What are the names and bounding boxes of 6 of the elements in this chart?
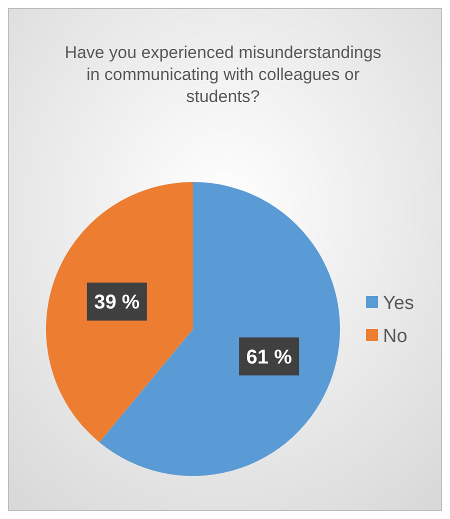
data-label: 61 % bbox=[246, 346, 292, 368]
chart-title: Have you experienced misunderstandings in communicating with colleagues or students? bbox=[64, 43, 382, 106]
pie-slice bbox=[46, 182, 193, 442]
legend-label: No bbox=[383, 326, 408, 347]
data-label: 39 % bbox=[94, 292, 140, 314]
legend-label: Yes bbox=[383, 293, 414, 314]
